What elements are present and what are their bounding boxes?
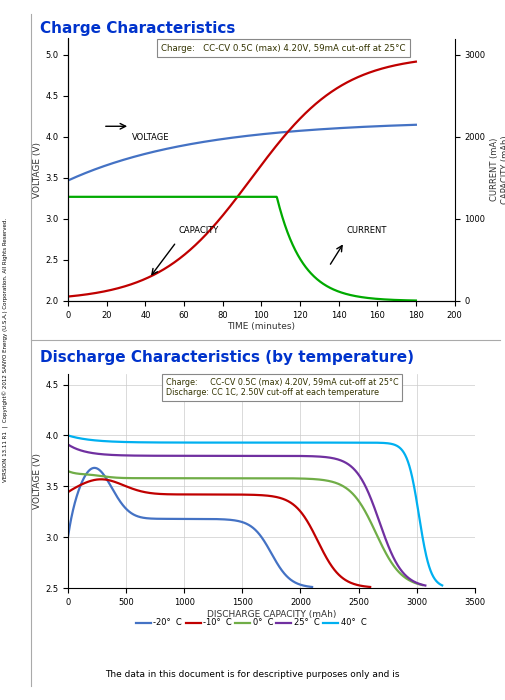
Text: CURRENT: CURRENT — [346, 226, 387, 235]
-20°  C — [65, 531, 71, 540]
-20°  C — [207, 514, 213, 523]
Text: Discharge Characteristics (by temperature): Discharge Characteristics (by temperatur… — [40, 350, 415, 365]
-10°  C — [294, 504, 300, 512]
0°  C — [370, 523, 376, 531]
40°  C — [292, 438, 298, 447]
-20°  C — [221, 515, 227, 524]
-20°  C — [250, 524, 257, 533]
Y-axis label: CURRENT (mA)
CAPACITY (mAh): CURRENT (mA) CAPACITY (mAh) — [489, 135, 505, 204]
0°  C — [87, 470, 93, 479]
Line: 0°  C: 0° C — [68, 471, 423, 585]
40°  C — [282, 438, 288, 447]
25°  C — [273, 452, 279, 460]
Text: Charge Characteristics: Charge Characteristics — [40, 21, 236, 36]
X-axis label: TIME (minutes): TIME (minutes) — [227, 323, 295, 332]
Text: VERSION 13.11 R1  |  Copyright© 2012 SANYO Energy (U.S.A.) Corporation. All Righ: VERSION 13.11 R1 | Copyright© 2012 SANYO… — [3, 218, 10, 482]
25°  C — [422, 581, 428, 589]
Text: Charge:   CC-CV 0.5C (max) 4.20V, 59mA cut-off at 25°C: Charge: CC-CV 0.5C (max) 4.20V, 59mA cut… — [161, 43, 406, 52]
-10°  C — [98, 475, 104, 484]
0°  C — [291, 474, 297, 482]
25°  C — [87, 449, 93, 457]
-10°  C — [249, 491, 255, 499]
40°  C — [304, 438, 310, 447]
Legend: -20°  C, -10°  C, 0°  C, 25°  C, 40°  C: -20° C, -10° C, 0° C, 25° C, 40° C — [133, 615, 370, 631]
-10°  C — [65, 488, 71, 496]
Text: Charge:     CC-CV 0.5C (max) 4.20V, 59mA cut-off at 25°C
Discharge: CC 1C, 2.50V: Charge: CC-CV 0.5C (max) 4.20V, 59mA cut… — [166, 378, 398, 397]
-20°  C — [214, 515, 220, 524]
-10°  C — [258, 491, 264, 499]
0°  C — [65, 467, 71, 475]
Y-axis label: VOLTAGE (V): VOLTAGE (V) — [33, 454, 42, 510]
0°  C — [271, 474, 277, 482]
Text: CAPACITY: CAPACITY — [178, 226, 219, 235]
-10°  C — [326, 557, 332, 566]
Y-axis label: VOLTAGE (V): VOLTAGE (V) — [33, 141, 42, 197]
Line: 25°  C: 25° C — [68, 444, 425, 585]
-20°  C — [91, 463, 97, 472]
25°  C — [282, 452, 288, 460]
-20°  C — [309, 583, 315, 592]
0°  C — [280, 474, 286, 482]
0°  C — [420, 581, 426, 589]
Line: 40°  C: 40° C — [68, 435, 442, 585]
-20°  C — [80, 475, 86, 484]
-10°  C — [367, 583, 373, 592]
40°  C — [65, 431, 71, 440]
40°  C — [88, 436, 94, 445]
25°  C — [65, 440, 71, 449]
Line: -20°  C: -20° C — [68, 468, 312, 587]
40°  C — [439, 581, 445, 589]
X-axis label: DISCHARGE CAPACITY (mAh): DISCHARGE CAPACITY (mAh) — [207, 610, 336, 619]
40°  C — [387, 440, 393, 448]
25°  C — [336, 456, 342, 464]
Text: The data in this document is for descriptive purposes only and is: The data in this document is for descrip… — [105, 670, 400, 679]
-20°  C — [276, 561, 282, 570]
Text: VOLTAGE: VOLTAGE — [132, 133, 169, 142]
Line: -10°  C: -10° C — [68, 480, 370, 587]
-10°  C — [84, 478, 90, 486]
25°  C — [373, 508, 379, 516]
0°  C — [334, 479, 340, 487]
25°  C — [293, 452, 299, 460]
40°  C — [349, 438, 355, 447]
-10°  C — [241, 491, 247, 499]
